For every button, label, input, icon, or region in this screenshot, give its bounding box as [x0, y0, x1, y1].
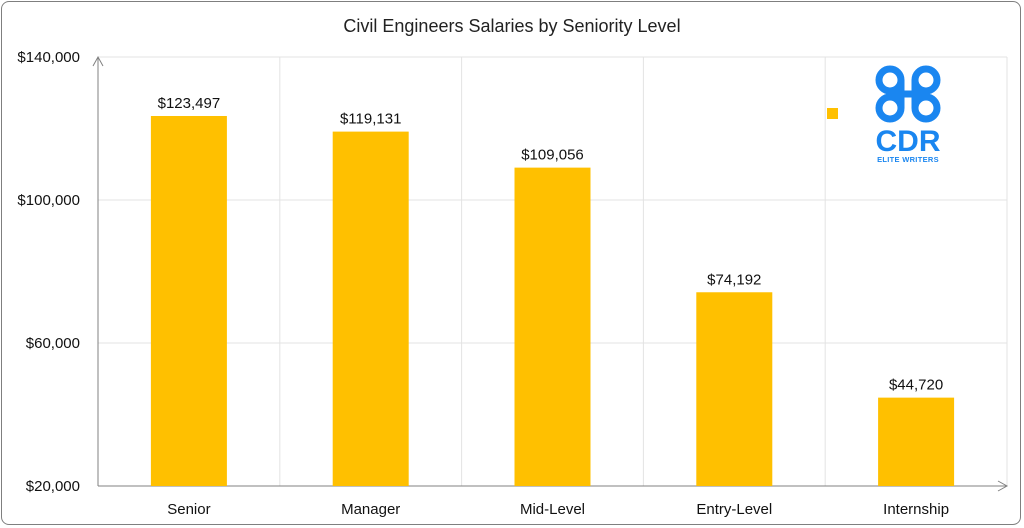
bar-mid-level	[514, 167, 591, 486]
x-tick-label: Mid-Level	[520, 501, 585, 518]
y-tick-label: $60,000	[26, 335, 80, 352]
y-tick-label: $20,000	[26, 478, 80, 495]
legend-marker	[827, 108, 838, 119]
y-axis-labels: $20,000 $60,000 $100,000 $140,000	[17, 49, 80, 495]
x-tick-label: Entry-Level	[696, 501, 772, 518]
data-label: $44,720	[889, 377, 943, 394]
data-label: $109,056	[521, 147, 584, 164]
bar-senior	[150, 115, 227, 486]
logo-mark: CDR	[876, 125, 941, 158]
logo-tagline: ELITE WRITERS	[877, 155, 939, 164]
x-tick-label: Senior	[167, 501, 210, 518]
bar-internship	[878, 397, 955, 486]
x-tick-label: Manager	[341, 501, 400, 518]
data-label: $119,131	[340, 111, 401, 128]
bar-entry-level	[696, 292, 773, 486]
y-tick-label: $100,000	[17, 192, 80, 209]
y-axis-arrow	[92, 55, 104, 67]
chart-title: Civil Engineers Salaries by Seniority Le…	[343, 16, 680, 36]
logo-command-icon	[875, 65, 941, 123]
y-tick-label: $140,000	[17, 49, 80, 66]
x-axis-labels: Senior Manager Mid-Level Entry-Level Interns…	[167, 501, 949, 518]
data-label: $74,192	[707, 271, 761, 288]
bar-manager	[332, 131, 409, 486]
data-label: $123,497	[158, 95, 221, 112]
x-tick-label: Internship	[883, 501, 949, 518]
data-labels: $123,497 $119,131 $109,056 $74,192 $44,720	[158, 95, 944, 394]
bars	[150, 115, 955, 486]
cdr-logo: CDR ELITE WRITERS	[875, 65, 941, 164]
x-axis-arrow	[997, 480, 1009, 492]
